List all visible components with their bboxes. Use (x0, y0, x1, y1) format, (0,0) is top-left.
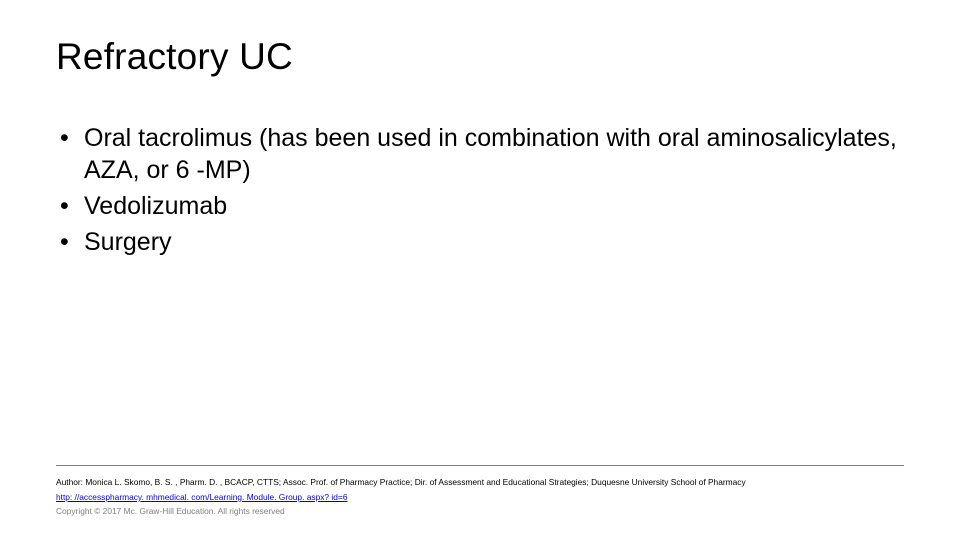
author-line: Author: Monica L. Skomo, B. S. , Pharm. … (56, 476, 904, 489)
list-item: Surgery (56, 226, 904, 258)
source-link[interactable]: http: //accesspharmacy. mhmedical. com/L… (56, 492, 347, 502)
copyright-line: Copyright © 2017 Mc. Graw-Hill Education… (56, 505, 904, 518)
list-item: Oral tacrolimus (has been used in combin… (56, 122, 904, 186)
slide: Refractory UC Oral tacrolimus (has been … (0, 0, 960, 540)
link-line: http: //accesspharmacy. mhmedical. com/L… (56, 491, 904, 504)
body-content: Oral tacrolimus (has been used in combin… (56, 122, 904, 258)
footer-divider (56, 465, 904, 466)
list-item: Vedolizumab (56, 190, 904, 222)
footer: Author: Monica L. Skomo, B. S. , Pharm. … (56, 465, 904, 518)
page-title: Refractory UC (56, 36, 904, 78)
bullet-list: Oral tacrolimus (has been used in combin… (56, 122, 904, 258)
